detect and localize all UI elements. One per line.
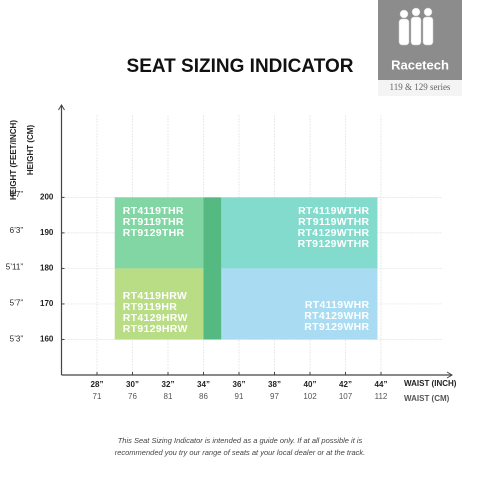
x2-tick-label: 107 (339, 392, 353, 401)
y-tick-label: 200 (40, 192, 54, 201)
region-label: RT9129WHR (304, 321, 369, 333)
footnote: This Seat Sizing Indicator is intended a… (118, 436, 363, 445)
x2-tick-label: 97 (270, 392, 279, 401)
x-tick-label: 30” (126, 380, 139, 389)
y-tick-label: 190 (40, 228, 54, 237)
axis-arrow (58, 104, 65, 111)
y-axis-label: HEIGHT (CM) (26, 125, 35, 176)
x-tick-label: 28” (91, 380, 104, 389)
axis-arrow (446, 371, 453, 379)
x-tick-label: 36” (233, 380, 246, 389)
logo-figures (398, 7, 434, 46)
region-label: RT4119THR (123, 205, 184, 217)
y2-tick-label: 6’7” (10, 190, 24, 199)
region-label: RT9119HR (123, 301, 177, 313)
region-label: RT4129HRW (123, 312, 188, 324)
x-axis-label: WAIST (INCH) (404, 379, 457, 388)
region-label: RT4129WHR (304, 310, 369, 322)
region-label: RT4119HRW (123, 290, 187, 302)
x-tick-label: 44” (375, 380, 388, 389)
y2-tick-label: 5’11” (6, 262, 24, 271)
logo-brand: Racetech (391, 57, 449, 72)
region-label: RT9119WTHR (298, 216, 369, 228)
region-label: RT4119WHR (305, 299, 370, 311)
region-label: RT9119THR (123, 216, 184, 228)
region-label: RT4119WTHR (298, 205, 369, 217)
x2-tick-label: 76 (128, 392, 137, 401)
logo-series: 119 & 129 series (390, 82, 451, 92)
y2-tick-label: 5’7” (10, 298, 24, 307)
region-label: RT9129HRW (123, 323, 188, 335)
x2-tick-label: 102 (303, 392, 317, 401)
x2-axis-label: WAIST (CM) (404, 394, 450, 403)
x2-tick-label: 91 (235, 392, 244, 401)
x2-tick-label: 81 (164, 392, 173, 401)
region (221, 197, 378, 269)
y2-axis-label: HEIGHT (FEET/INCH) (9, 120, 18, 200)
y-tick-label: 180 (40, 264, 54, 273)
x-tick-label: 42” (339, 380, 352, 389)
footnote: recommended you try our range of seats a… (115, 448, 366, 457)
region (203, 197, 222, 340)
x2-tick-label: 71 (93, 392, 102, 401)
x-tick-label: 32” (162, 380, 175, 389)
x-tick-label: 34” (197, 380, 210, 389)
region (114, 268, 204, 340)
x-tick-label: 40” (304, 380, 317, 389)
region-label: RT9129THR (123, 227, 185, 239)
x2-tick-label: 112 (375, 392, 388, 401)
region (221, 268, 378, 340)
y2-tick-label: 6’3” (10, 226, 24, 235)
region-label: RT4129WTHR (298, 227, 370, 239)
region (114, 197, 204, 269)
x-tick-label: 38” (268, 380, 281, 389)
y-tick-label: 170 (40, 299, 54, 308)
chart-title: SEAT SIZING INDICATOR (127, 56, 354, 77)
region-label: RT9129WTHR (298, 238, 370, 250)
y2-tick-label: 5’3” (10, 335, 24, 344)
logo-band (378, 80, 462, 96)
x2-tick-label: 86 (199, 392, 208, 401)
y-tick-label: 160 (40, 335, 54, 344)
